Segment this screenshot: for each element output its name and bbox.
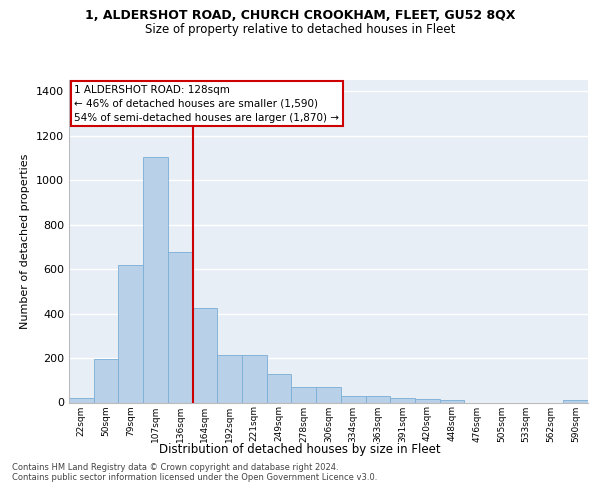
Bar: [94, 359, 118, 403]
Bar: [69, 398, 94, 402]
Bar: [217, 354, 242, 403]
Bar: [143, 156, 168, 402]
Bar: [193, 308, 217, 402]
Bar: [118, 264, 143, 402]
Y-axis label: Number of detached properties: Number of detached properties: [20, 154, 31, 329]
Bar: [415, 400, 440, 402]
Bar: [440, 400, 464, 402]
Bar: [365, 396, 390, 402]
Bar: [242, 354, 267, 403]
Bar: [563, 400, 588, 402]
Bar: [292, 388, 316, 402]
Bar: [316, 388, 341, 402]
Text: Contains public sector information licensed under the Open Government Licence v3: Contains public sector information licen…: [12, 474, 377, 482]
Text: 1, ALDERSHOT ROAD, CHURCH CROOKHAM, FLEET, GU52 8QX: 1, ALDERSHOT ROAD, CHURCH CROOKHAM, FLEE…: [85, 9, 515, 22]
Bar: [341, 396, 365, 402]
Text: Size of property relative to detached houses in Fleet: Size of property relative to detached ho…: [145, 22, 455, 36]
Bar: [267, 374, 292, 402]
Text: 1 ALDERSHOT ROAD: 128sqm
← 46% of detached houses are smaller (1,590)
54% of sem: 1 ALDERSHOT ROAD: 128sqm ← 46% of detach…: [74, 85, 339, 123]
Text: Contains HM Land Registry data © Crown copyright and database right 2024.: Contains HM Land Registry data © Crown c…: [12, 462, 338, 471]
Bar: [168, 252, 193, 402]
Text: Distribution of detached houses by size in Fleet: Distribution of detached houses by size …: [159, 442, 441, 456]
Bar: [390, 398, 415, 402]
